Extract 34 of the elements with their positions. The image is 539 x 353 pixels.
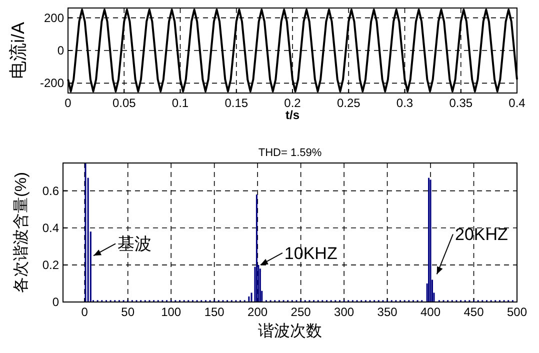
x-tick-label: 100 bbox=[161, 305, 182, 319]
y-tick-label: -200 bbox=[40, 76, 64, 90]
y-tick-label: 0.2 bbox=[42, 258, 60, 272]
x-axis-title: 谐波次数 bbox=[258, 322, 322, 340]
x-tick-label: 450 bbox=[464, 305, 484, 319]
y-axis-title: 电流i/A bbox=[8, 22, 28, 80]
x-tick-label: 0.2 bbox=[284, 96, 302, 110]
x-tick-label: 0.1 bbox=[172, 96, 189, 110]
y-tick-label: 0 bbox=[57, 44, 64, 58]
annotation: 10KHZ bbox=[284, 244, 338, 263]
y-tick-label: 0.6 bbox=[42, 184, 60, 198]
x-tick-label: 250 bbox=[290, 305, 312, 319]
x-tick-label: 500 bbox=[506, 305, 528, 319]
x-tick-label: 150 bbox=[204, 305, 225, 319]
chart-title: THD= 1.59% bbox=[258, 147, 322, 159]
x-tick-label: 0.3 bbox=[396, 96, 414, 110]
x-tick-label: 0 bbox=[81, 305, 88, 319]
y-tick-label: 0 bbox=[52, 295, 60, 309]
x-tick-label: 300 bbox=[334, 305, 354, 319]
x-axis-title: t/s bbox=[285, 108, 300, 122]
x-tick-label: 0.25 bbox=[336, 96, 361, 110]
x-tick-label: 0.4 bbox=[508, 96, 526, 110]
x-tick-label: 200 bbox=[248, 305, 268, 319]
x-tick-label: 50 bbox=[121, 305, 135, 319]
x-tick-label: 0.05 bbox=[112, 96, 136, 110]
x-tick-label: 350 bbox=[377, 305, 398, 319]
x-tick-label: 0.15 bbox=[224, 96, 248, 110]
x-tick-label: 0.35 bbox=[449, 96, 473, 110]
annotation: 20KHZ bbox=[455, 225, 508, 244]
y-axis-title: 各次谐波含量(%) bbox=[12, 172, 30, 293]
x-tick-label: 400 bbox=[420, 305, 441, 319]
y-tick-label: 200 bbox=[44, 10, 64, 25]
annotation: 基波 bbox=[118, 234, 152, 254]
y-tick-label: 0.4 bbox=[42, 220, 60, 235]
